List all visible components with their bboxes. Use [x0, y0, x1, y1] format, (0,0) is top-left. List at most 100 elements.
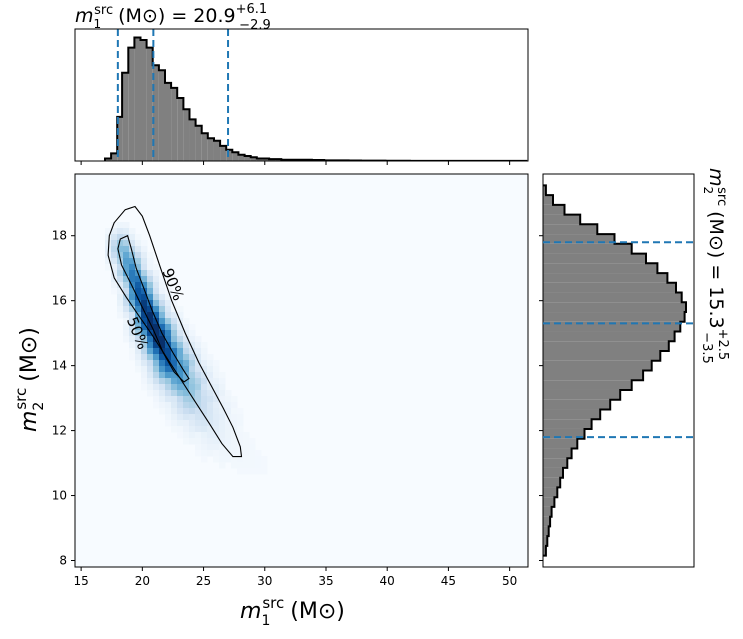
heatmap-cell [141, 270, 148, 277]
heatmap-cell [135, 336, 142, 343]
heatmap-cell [165, 378, 172, 385]
heatmap-cell [111, 264, 118, 271]
heatmap-cell [231, 450, 238, 457]
x-tick-label: 40 [380, 574, 395, 588]
right-hist-bar [543, 536, 548, 546]
heatmap-cell [255, 468, 262, 475]
heatmap-cell [141, 282, 148, 289]
heatmap-cell [123, 222, 130, 229]
heatmap-cell [165, 420, 172, 427]
heatmap-cell [147, 366, 154, 373]
heatmap-cell [207, 414, 214, 421]
top-hist-bar [250, 157, 257, 161]
heatmap-cell [129, 336, 136, 343]
top-hist-bar [226, 149, 233, 161]
top-hist-bar [232, 152, 239, 161]
heatmap-cell [213, 444, 220, 451]
heatmap-cell [141, 312, 148, 319]
heatmap-cell [111, 246, 118, 253]
heatmap-cell [207, 396, 214, 403]
right-hist-bar [543, 253, 646, 264]
heatmap-cell [237, 450, 244, 457]
top-marginal-panel: m1src (M⊙) = 20.9+6.1 −2.9 [74, 2, 529, 165]
heatmap-cell [201, 390, 208, 397]
heatmap-cell [189, 426, 196, 433]
heatmap-cell [147, 264, 154, 271]
heatmap-cell [153, 270, 160, 277]
heatmap-cell [231, 456, 238, 463]
heatmap-cell [219, 438, 226, 445]
right-hist-bar [543, 467, 564, 478]
heatmap-cell [153, 312, 160, 319]
heatmap-cell [147, 270, 154, 277]
heatmap-cell [183, 426, 190, 433]
heatmap-cell [171, 420, 178, 427]
y-axis-title: m2src(M⊙) [12, 327, 47, 432]
heatmap-cell [177, 378, 184, 385]
heatmap-cell [201, 420, 208, 427]
heatmap-cell [207, 420, 214, 427]
top-hist-bar [238, 154, 245, 161]
heatmap-cell [225, 450, 232, 457]
heatmap-cell [189, 438, 196, 445]
heatmap-cell [147, 312, 154, 319]
heatmap-cell [171, 378, 178, 385]
heatmap-cell [213, 384, 220, 391]
heatmap-cell [183, 318, 190, 325]
heatmap-cell [135, 342, 142, 349]
heatmap-cell [195, 432, 202, 439]
heatmap-cell [135, 282, 142, 289]
heatmap-cell [159, 282, 166, 289]
heatmap-cell [135, 330, 142, 337]
heatmap-cell [189, 342, 196, 349]
heatmap-cell [135, 276, 142, 283]
heatmap-cell [123, 282, 130, 289]
heatmap-cell [237, 408, 244, 415]
heatmap-cell [201, 426, 208, 433]
heatmap-cell [153, 300, 160, 307]
heatmap-cell [219, 450, 226, 457]
heatmap-cell [261, 456, 268, 463]
heatmap-cell [141, 384, 148, 391]
heatmap-cell [171, 384, 178, 391]
heatmap-cell [249, 462, 256, 469]
right-hist-bar [543, 312, 685, 322]
y-tick-label: 16 [52, 294, 67, 308]
heatmap-cell [237, 432, 244, 439]
heatmap-cell [129, 252, 136, 259]
right-hist-bar [543, 224, 598, 235]
heatmap-cell [237, 420, 244, 427]
heatmap-cell [135, 348, 142, 355]
heatmap-cell [213, 456, 220, 463]
top-hist-bar [177, 98, 184, 161]
heatmap-cell [171, 414, 178, 421]
heatmap-cell [141, 276, 148, 283]
heatmap-cell [237, 426, 244, 433]
heatmap-cell [255, 456, 262, 463]
heatmap-cell [207, 408, 214, 415]
heatmap-cell [135, 360, 142, 367]
heatmap-cell [117, 222, 124, 229]
heatmap-cell [177, 354, 184, 361]
heatmap-cell [135, 294, 142, 301]
heatmap-cell [231, 420, 238, 427]
heatmap-cell [171, 426, 178, 433]
heatmap-cell [129, 246, 136, 253]
heatmap-cell [177, 426, 184, 433]
heatmap-cell [189, 396, 196, 403]
heatmap-cell [195, 336, 202, 343]
heatmap-cell [129, 348, 136, 355]
heatmap-cell [153, 276, 160, 283]
right-hist-bar [543, 273, 668, 283]
right-hist-bar [543, 302, 686, 313]
heatmap-cell [141, 306, 148, 313]
joint-frame [74, 173, 529, 568]
top-hist-bar [140, 40, 147, 161]
heatmap-cell [147, 354, 154, 361]
top-hist-bar [220, 145, 227, 161]
heatmap-cell [147, 288, 154, 295]
heatmap-cell [111, 276, 118, 283]
heatmap-cell [153, 390, 160, 397]
heatmap-cell [111, 234, 118, 241]
right-hist-bar [543, 438, 578, 449]
